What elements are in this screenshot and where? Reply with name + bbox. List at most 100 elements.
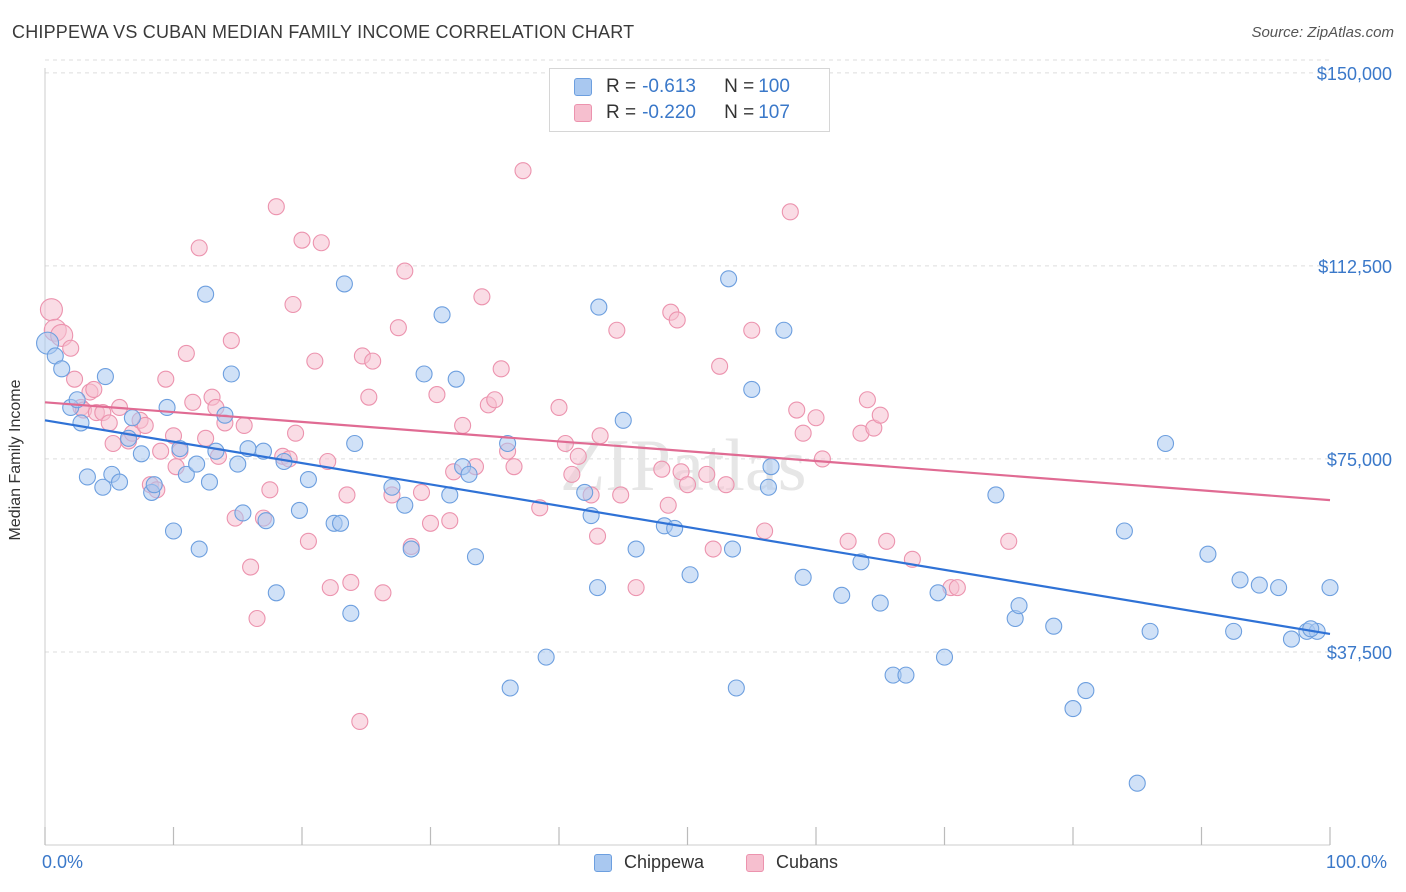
y-tick-label: $37,500 bbox=[1327, 643, 1392, 663]
chippewa-swatch bbox=[594, 853, 612, 872]
cubans-point bbox=[756, 522, 774, 540]
chippewa-point bbox=[762, 458, 780, 476]
cubans-point bbox=[242, 558, 260, 576]
cubans-point bbox=[550, 398, 568, 417]
cubans-trend-line bbox=[44, 401, 1331, 502]
legend-item-cubans[interactable]: Cubans bbox=[746, 852, 838, 873]
chippewa-point bbox=[433, 306, 451, 324]
cubans-point bbox=[321, 579, 339, 597]
chippewa-point bbox=[833, 586, 851, 604]
cubans-swatch bbox=[746, 853, 764, 872]
y-axis-label: Median Family Income bbox=[7, 379, 24, 541]
cubans-point bbox=[222, 331, 240, 350]
y-tick-label: $112,500 bbox=[1318, 257, 1392, 277]
chippewa-point bbox=[501, 679, 519, 697]
chippewa-point bbox=[1225, 622, 1243, 640]
chippewa-point bbox=[190, 540, 208, 558]
chippewa-point bbox=[627, 540, 645, 558]
cubans-point bbox=[807, 409, 825, 427]
cubans-point bbox=[319, 452, 337, 471]
legend-label-cubans: Cubans bbox=[776, 852, 839, 872]
axes bbox=[44, 68, 1331, 846]
cubans-point bbox=[486, 391, 504, 409]
chippewa-point bbox=[727, 679, 745, 697]
trend-lines bbox=[44, 401, 1331, 636]
series-chippewa bbox=[36, 270, 1339, 792]
chippewa-point bbox=[1270, 579, 1288, 597]
cubans-point bbox=[85, 380, 103, 398]
cubans-point bbox=[190, 239, 208, 257]
cubans-point bbox=[389, 319, 407, 337]
cubans-point bbox=[421, 514, 440, 532]
chippewa-point bbox=[402, 540, 420, 558]
chippewa-point bbox=[331, 514, 350, 532]
cubans-point bbox=[788, 401, 806, 419]
cubans-point bbox=[704, 540, 722, 558]
y-tick-label: $75,000 bbox=[1327, 450, 1392, 470]
y-tick-labels: $37,500 $75,000 $112,500 $150,000 bbox=[1317, 64, 1392, 663]
cubans-point bbox=[152, 442, 170, 460]
cubans-point bbox=[338, 486, 356, 504]
cubans-point bbox=[454, 416, 472, 435]
cubans-point bbox=[287, 424, 305, 442]
cubans-point bbox=[871, 406, 889, 424]
cubans-point bbox=[563, 465, 581, 483]
chippewa-point bbox=[743, 380, 761, 398]
correlation-legend: R = -0.613 N = 100 R = -0.220 N = 107 bbox=[549, 68, 830, 132]
chippewa-point bbox=[78, 468, 96, 486]
r-label: R = bbox=[606, 76, 637, 97]
cubans-point bbox=[556, 434, 574, 453]
chippewa-point bbox=[335, 275, 353, 293]
cubans-point bbox=[1000, 532, 1018, 550]
cubans-point bbox=[177, 344, 195, 362]
cubans-point bbox=[62, 339, 80, 357]
chippewa-swatch bbox=[574, 78, 592, 96]
chippewa-point bbox=[1077, 682, 1095, 700]
cubans-point bbox=[284, 295, 302, 314]
chippewa-point bbox=[499, 434, 517, 453]
cubans-point bbox=[612, 486, 630, 504]
chippewa-point bbox=[53, 360, 71, 378]
chippewa-point bbox=[720, 270, 738, 288]
cubans-point bbox=[781, 203, 799, 221]
cubans-point bbox=[197, 429, 215, 447]
chippewa-point bbox=[897, 666, 915, 684]
chippewa-point bbox=[188, 455, 206, 473]
chippewa-point bbox=[123, 409, 141, 427]
chippewa-point bbox=[759, 478, 778, 496]
cubans-swatch bbox=[574, 104, 592, 122]
chippewa-point bbox=[267, 584, 285, 602]
chippewa-point bbox=[197, 285, 215, 303]
chippewa-point bbox=[1231, 571, 1249, 589]
chippewa-point bbox=[164, 522, 183, 540]
chippewa-point bbox=[588, 579, 607, 597]
source-label: Source: ZipAtlas.com bbox=[1251, 24, 1394, 41]
n-value: 100 bbox=[758, 76, 790, 97]
cubans-point bbox=[261, 481, 279, 499]
chippewa-point bbox=[681, 566, 699, 584]
cubans-point bbox=[364, 352, 382, 370]
cubans-point bbox=[351, 712, 369, 731]
chippewa-point bbox=[447, 370, 465, 388]
chippewa-point bbox=[576, 483, 594, 501]
cubans-point bbox=[627, 579, 645, 597]
cubans-point bbox=[136, 416, 154, 435]
cubans-point bbox=[360, 388, 378, 406]
cubans-point bbox=[653, 460, 671, 478]
chippewa-point bbox=[1128, 774, 1146, 792]
cubans-point bbox=[591, 427, 609, 445]
legend-item-chippewa[interactable]: Chippewa bbox=[594, 852, 704, 873]
cubans-point bbox=[608, 321, 626, 339]
cubans-point bbox=[306, 352, 324, 370]
chippewa-point bbox=[96, 368, 114, 386]
chippewa-point bbox=[794, 568, 812, 586]
cubans-point bbox=[396, 262, 414, 280]
cubans-point bbox=[698, 465, 716, 483]
cubans-point bbox=[342, 573, 360, 592]
chippewa-point bbox=[222, 365, 240, 383]
legend-row-chippewa: R = -0.613 N = 100 bbox=[574, 75, 790, 99]
cubans-point bbox=[473, 288, 491, 306]
cubans-point bbox=[569, 447, 587, 465]
cubans-point bbox=[668, 311, 686, 329]
chippewa-point bbox=[935, 648, 954, 666]
